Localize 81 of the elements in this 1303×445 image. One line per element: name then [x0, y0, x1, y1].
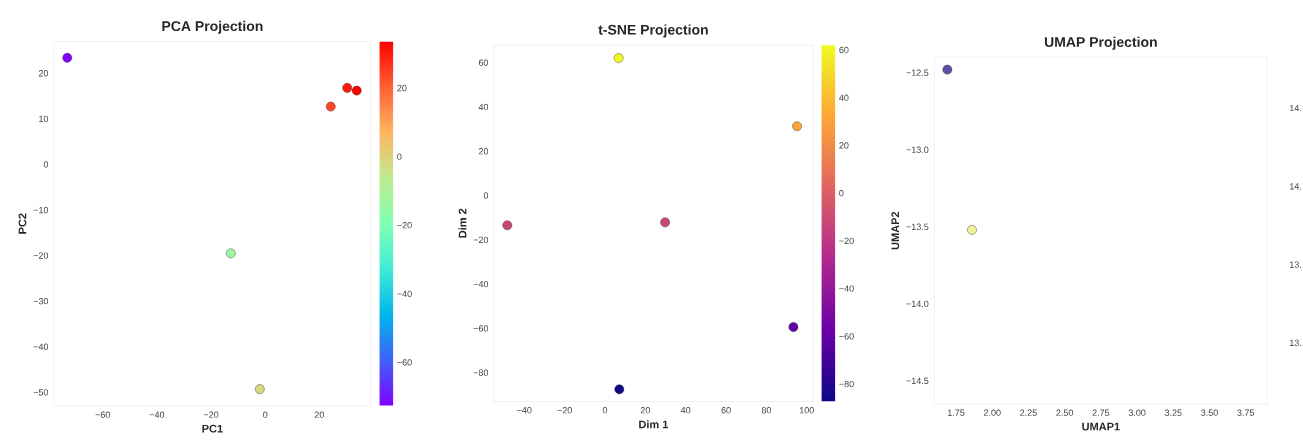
point — [226, 248, 236, 259]
point — [614, 384, 625, 395]
y-tick-label: 10 — [39, 115, 49, 123]
y-tick-label: −30 — [33, 297, 49, 305]
point — [502, 220, 513, 231]
y-tick-label: −10 — [33, 206, 49, 214]
chart-title: t-SNE Projection — [598, 24, 708, 38]
point — [613, 53, 624, 63]
x-tick-label: 100 — [799, 407, 814, 414]
x-tick-label: 80 — [761, 407, 772, 414]
x-tick-label: 2.00 — [983, 409, 1001, 416]
x-tick-label: −40 — [517, 407, 532, 414]
color-bar-label: 40 — [839, 94, 849, 101]
color-bar-label: 20 — [839, 142, 849, 149]
y-tick-label: 20 — [478, 148, 489, 155]
point — [254, 384, 265, 394]
point — [62, 53, 73, 63]
y-tick-label: −20 — [473, 236, 489, 244]
y-axis-title: PC2 — [18, 213, 27, 234]
color-bar-label: 20 — [397, 84, 407, 92]
color-bar-label: −20 — [397, 222, 412, 229]
x-tick-label: 0 — [263, 411, 268, 418]
point — [342, 83, 353, 93]
y-tick-label: −40 — [33, 343, 49, 350]
y-tick-label: −12.5 — [906, 69, 929, 76]
x-tick-label: 3.25 — [1164, 409, 1182, 416]
x-tick-label: −20 — [203, 411, 219, 418]
y-tick-label: −50 — [33, 389, 49, 396]
x-tick-label: 2.25 — [1020, 409, 1037, 416]
y-axis-title: UMAP2 — [891, 211, 900, 250]
color-bar-label: −40 — [839, 285, 854, 292]
y-tick-label: 0 — [43, 161, 49, 168]
point — [788, 322, 799, 332]
y-tick-label: −14.5 — [906, 377, 929, 385]
color-bar-label: −80 — [839, 380, 854, 388]
x-tick-label: −20 — [557, 407, 572, 414]
x-tick-label: 0 — [602, 407, 608, 414]
y-tick-label: 40 — [478, 103, 489, 111]
point — [325, 101, 336, 112]
x-tick-label: 1.75 — [947, 409, 965, 416]
color-bar-label: 60 — [839, 46, 849, 54]
x-tick-label: 3.75 — [1237, 409, 1255, 416]
text: 13. — [1289, 261, 1301, 268]
x-tick-label: 20 — [640, 407, 650, 414]
y-axis-title: Dim 2 — [458, 208, 467, 238]
y-tick-label: −13.5 — [906, 223, 929, 230]
chart-title: UMAP Projection — [1044, 36, 1157, 50]
y-tick-label: −60 — [473, 325, 489, 332]
x-tick-label: 3.00 — [1128, 409, 1146, 416]
point — [660, 217, 670, 228]
color-bar-label: −60 — [397, 359, 412, 366]
y-tick-label: 0 — [483, 192, 489, 199]
y-tick-label: −20 — [33, 252, 49, 259]
text: 13. — [1289, 339, 1301, 347]
color-bar-label: −40 — [397, 290, 412, 298]
x-tick-label: 40 — [680, 407, 691, 414]
color-bar-label: 0 — [839, 189, 844, 197]
color-bar-label: −60 — [839, 333, 854, 340]
y-tick-label: 60 — [478, 59, 489, 66]
y-tick-label: −13.0 — [906, 146, 929, 153]
point — [351, 85, 362, 96]
x-axis-title: Dim 1 — [639, 420, 669, 429]
chart-title: PCA Projection — [162, 20, 263, 34]
x-axis-title: UMAP1 — [1082, 422, 1120, 431]
color-bar-label: −20 — [839, 237, 854, 245]
x-axis-title: PC1 — [202, 424, 223, 433]
y-tick-label: −80 — [473, 369, 489, 376]
x-tick-label: −60 — [95, 411, 111, 418]
x-tick-label: 2.50 — [1056, 409, 1074, 416]
y-tick-label: −14.0 — [906, 300, 929, 308]
x-tick-label: 60 — [721, 407, 731, 414]
text: 14. — [1289, 104, 1301, 112]
point — [792, 121, 802, 132]
x-tick-label: 3.50 — [1201, 409, 1218, 416]
y-tick-label: −40 — [473, 280, 489, 288]
x-tick-label: −40 — [149, 411, 165, 418]
y-tick-label: 20 — [38, 70, 49, 77]
text: 14. — [1289, 183, 1301, 190]
color-bar-label: 0 — [397, 153, 402, 160]
x-tick-label: 2.75 — [1092, 409, 1110, 416]
x-tick-label: 20 — [314, 411, 325, 418]
